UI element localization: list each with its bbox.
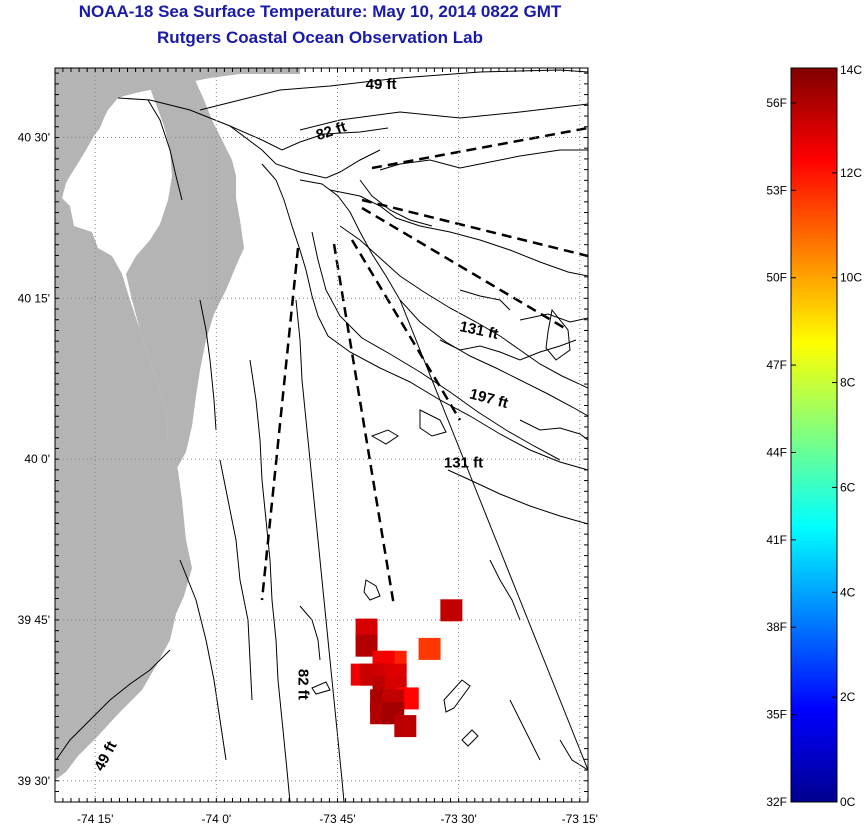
colorbar-labels: 14C 12C 10C 8C 6C 4C 2C 0C 56F 53F 50F 47F 44F 41F 38F… (766, 63, 862, 809)
sst-pixels (350, 599, 463, 738)
colorbar-label-fahrenheit: 41F (766, 533, 787, 547)
land-mass (55, 68, 192, 780)
x-tick-label: -74 15' (77, 812, 113, 826)
axis-tick-labels: -74 15' -74 0' -73 45' -73 30' -73 15' 40 30'… (18, 130, 598, 826)
map-title: NOAA-18 Sea Surface Temperature: May 10,… (78, 2, 562, 21)
colorbar-label-celsius: 10C (840, 271, 862, 285)
colorbar-label-celsius: 2C (840, 690, 856, 704)
map-subtitle: Rutgers Coastal Ocean Observation Lab (157, 28, 483, 47)
colorbar-label-fahrenheit: 47F (766, 358, 787, 372)
y-tick-label: 40 30' (18, 130, 50, 144)
dashed-tracks (260, 126, 588, 607)
land-peninsula (126, 68, 244, 470)
sst-pixel (394, 715, 417, 738)
y-tick-label: 40 0' (24, 452, 50, 466)
colorbar-label-celsius: 14C (840, 63, 862, 77)
colorbar-label-fahrenheit: 32F (766, 795, 787, 809)
depth-contours (55, 69, 588, 802)
colorbar-label-celsius: 6C (840, 480, 856, 494)
depth-label: 131 ft (444, 454, 483, 471)
colorbar-label-fahrenheit: 50F (766, 271, 787, 285)
x-tick-label: -74 0' (202, 812, 232, 826)
y-tick-label: 39 45' (18, 613, 50, 627)
x-tick-label: -73 45' (319, 812, 355, 826)
colorbar-label-fahrenheit: 35F (766, 708, 787, 722)
colorbar-label-celsius: 0C (840, 795, 856, 809)
depth-label: 49 ft (366, 76, 397, 93)
colorbar-gradient (790, 67, 838, 803)
colorbar-label-fahrenheit: 38F (766, 620, 787, 634)
depth-label: 82 ft (314, 118, 349, 144)
y-tick-label: 39 30' (18, 774, 50, 788)
sst-pixel (418, 637, 441, 660)
depth-label: 82 ft (295, 669, 312, 700)
sst-pixel (440, 599, 463, 622)
x-tick-label: -73 30' (440, 812, 476, 826)
depth-label: 49 ft (91, 739, 120, 774)
x-tick-label: -73 15' (562, 812, 598, 826)
land-mass-upper (55, 68, 300, 200)
colorbar-label-fahrenheit: 44F (766, 445, 787, 459)
depth-label: 197 ft (468, 386, 510, 413)
sst-pixel (355, 634, 378, 657)
colorbar-label-celsius: 12C (840, 166, 862, 180)
y-tick-label: 40 15' (18, 291, 50, 305)
coordinate-grid (55, 68, 588, 802)
colorbar-label-fahrenheit: 53F (766, 183, 787, 197)
frame-ticks (55, 68, 589, 802)
colorbar-label-celsius: 8C (840, 376, 856, 390)
colorbar-label-celsius: 4C (840, 585, 856, 599)
depth-label: 131 ft (458, 318, 500, 343)
colorbar-label-fahrenheit: 56F (766, 96, 787, 110)
